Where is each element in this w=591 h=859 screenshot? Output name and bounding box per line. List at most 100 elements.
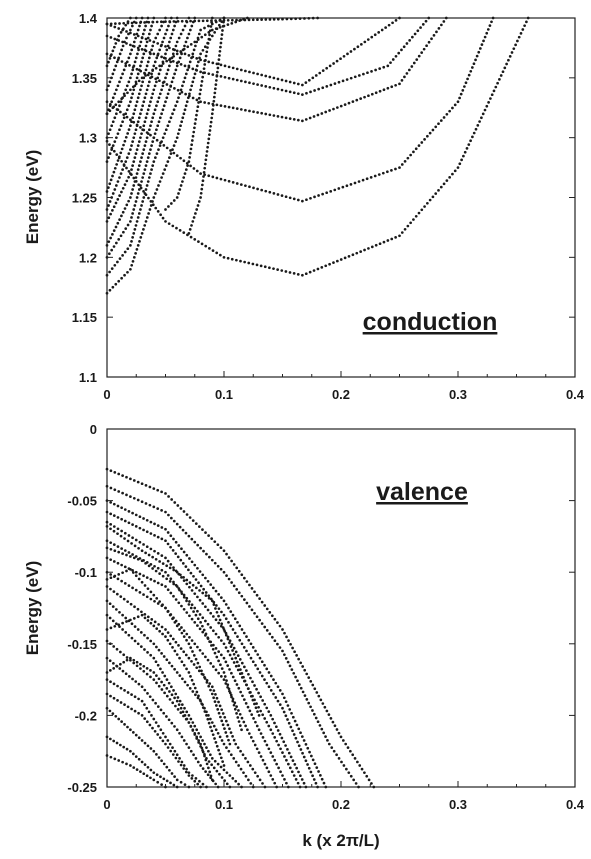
conduction-data-point xyxy=(248,81,251,85)
conduction-data-point xyxy=(442,182,446,186)
valence-data-point xyxy=(148,503,152,507)
valence-data-point xyxy=(199,584,203,588)
conduction-data-point xyxy=(412,150,415,154)
conduction-data-point xyxy=(359,250,363,253)
valence-data-point xyxy=(197,669,201,673)
conduction-data-point xyxy=(140,48,144,51)
conduction-data-point xyxy=(332,107,335,111)
conduction-data-point xyxy=(143,96,147,100)
conduction-data-point xyxy=(124,23,128,27)
conduction-data-point xyxy=(137,92,141,96)
conduction-data-point xyxy=(373,33,377,37)
conduction-data-point xyxy=(417,54,421,58)
conduction-data-point xyxy=(212,99,216,103)
conduction-data-point xyxy=(201,48,205,52)
conduction-data-point xyxy=(194,118,198,121)
conduction-data-point xyxy=(337,187,341,190)
conduction-data-point xyxy=(200,187,204,191)
valence-data-point xyxy=(109,573,113,576)
valence-data-point xyxy=(293,763,297,766)
valence-data-point xyxy=(234,656,238,660)
conduction-data-point xyxy=(424,19,428,23)
valence-data-point xyxy=(174,756,178,760)
conduction-data-point xyxy=(188,92,191,96)
valence-data-point xyxy=(242,631,246,635)
conduction-data-point xyxy=(145,160,149,163)
valence-data-point xyxy=(179,780,183,784)
valence-data-point xyxy=(240,642,244,646)
valence-data-point xyxy=(224,633,228,637)
conduction-data-point xyxy=(151,164,155,167)
conduction-data-point xyxy=(131,259,135,263)
valence-data-point xyxy=(166,531,170,534)
valence-data-point xyxy=(275,785,278,789)
valence-data-point xyxy=(235,566,239,570)
conduction-data-point xyxy=(158,79,161,83)
conduction-data-point xyxy=(165,146,169,150)
conduction-data-point xyxy=(172,144,176,147)
valence-data-point xyxy=(169,591,173,595)
valence-data-point xyxy=(232,757,236,760)
conduction-data-point xyxy=(128,64,131,67)
conduction-data-point xyxy=(140,204,143,207)
valence-data-point xyxy=(136,607,140,611)
valence-data-point xyxy=(147,564,151,568)
valence-data-point xyxy=(242,720,246,724)
conduction-data-point xyxy=(131,236,134,239)
conduction-data-point xyxy=(131,140,134,144)
valence-data-point xyxy=(344,742,348,746)
conduction-data-point xyxy=(363,248,366,252)
conduction-data-point xyxy=(164,20,167,23)
conduction-data-point xyxy=(145,216,149,219)
valence-data-point xyxy=(180,626,183,629)
conduction-data-point xyxy=(219,45,222,49)
valence-data-point xyxy=(115,741,119,745)
conduction-data-point xyxy=(471,135,474,139)
conduction-data-point xyxy=(132,232,136,235)
valence-data-point xyxy=(169,781,172,785)
conduction-data-point xyxy=(173,48,176,52)
valence-data-point xyxy=(220,622,224,626)
valence-data-point xyxy=(228,653,232,657)
conduction-data-point xyxy=(113,166,117,170)
conduction-data-point xyxy=(152,64,156,68)
valence-data-point xyxy=(131,731,135,734)
valence-data-point xyxy=(105,639,109,643)
conduction-data-point xyxy=(325,191,329,195)
valence-data-point xyxy=(127,521,131,525)
valence-data-point xyxy=(127,633,131,637)
valence-data-point xyxy=(214,728,218,732)
valence-data-point xyxy=(153,620,157,624)
valence-data-point xyxy=(215,744,219,748)
valence-data-point xyxy=(161,603,164,607)
valence-data-point xyxy=(156,507,160,510)
valence-data-point xyxy=(231,699,235,703)
valence-data-point xyxy=(155,681,158,685)
conduction-data-point xyxy=(280,78,284,82)
conduction-data-point xyxy=(214,87,217,91)
conduction-data-point xyxy=(155,104,158,108)
valence-data-point xyxy=(185,596,189,600)
valence-data-point xyxy=(161,739,165,743)
valence-data-point xyxy=(226,664,230,668)
conduction-data-point xyxy=(155,152,159,155)
conduction-data-point xyxy=(294,17,298,21)
valence-data-point xyxy=(162,777,166,781)
valence-data-point xyxy=(144,561,147,565)
valence-data-point xyxy=(120,506,123,510)
valence-data-point xyxy=(105,735,109,739)
conduction-data-point xyxy=(156,42,160,45)
valence-data-point xyxy=(156,535,160,539)
conduction-data-point xyxy=(353,47,356,51)
conduction-data-point xyxy=(129,100,132,104)
valence-data-point xyxy=(129,555,132,558)
valence-data-point xyxy=(158,736,162,740)
conduction-data-point xyxy=(137,68,141,72)
conduction-data-point xyxy=(345,78,349,81)
valence-data-point xyxy=(165,658,169,662)
valence-data-point xyxy=(105,510,109,514)
valence-data-point xyxy=(244,774,248,778)
conduction-data-point xyxy=(427,40,431,44)
valence-data-point xyxy=(130,622,134,626)
valence-data-point xyxy=(263,663,266,667)
